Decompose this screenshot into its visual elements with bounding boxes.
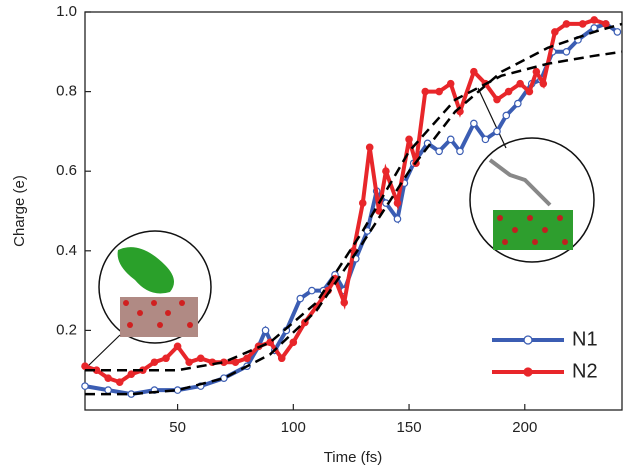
point (290, 339, 296, 345)
point (174, 387, 180, 393)
point (105, 375, 111, 381)
point (360, 200, 366, 206)
point (394, 200, 400, 206)
point (174, 343, 180, 349)
point (117, 379, 123, 385)
point (383, 168, 389, 174)
point (503, 112, 509, 118)
legend-marker (524, 368, 532, 376)
point (540, 80, 546, 86)
point (482, 136, 488, 142)
point (82, 363, 88, 369)
point (517, 80, 523, 86)
point (471, 120, 477, 126)
point (494, 96, 500, 102)
y-tick-label: 0.4 (56, 242, 77, 259)
point (494, 128, 500, 134)
point (128, 371, 134, 377)
point (471, 69, 477, 75)
inset-left (88, 231, 211, 366)
y-tick-label: 0.8 (56, 83, 77, 100)
point (105, 387, 111, 393)
point (221, 375, 227, 381)
point (591, 17, 597, 23)
x-tick-label: 200 (512, 419, 537, 436)
inset-right (470, 88, 594, 262)
point (309, 287, 315, 293)
x-tick-label: 150 (397, 419, 422, 436)
y-tick-label: 0.6 (56, 162, 77, 179)
point (579, 21, 585, 27)
point (406, 136, 412, 142)
point (394, 216, 400, 222)
x-tick-label: 100 (281, 419, 306, 436)
point (232, 359, 238, 365)
point (198, 355, 204, 361)
point (367, 144, 373, 150)
point (515, 100, 521, 106)
legend-marker (524, 336, 532, 344)
chart: Time (fs) Charge (e) 50 100 150 200 0.2 0.4 0.… (0, 0, 633, 470)
point (614, 29, 620, 35)
point (422, 88, 428, 94)
point (262, 327, 268, 333)
point (82, 383, 88, 389)
x-axis-label: Time (fs) (324, 449, 383, 466)
y-axis-label: Charge (e) (11, 175, 28, 247)
point (341, 299, 347, 305)
legend-label: N2 (572, 360, 598, 382)
point (163, 355, 169, 361)
point (186, 359, 192, 365)
x-tick-label: 50 (169, 419, 186, 436)
point (533, 69, 539, 75)
point (151, 359, 157, 365)
point (436, 88, 442, 94)
point (297, 295, 303, 301)
point (563, 21, 569, 27)
point (448, 80, 454, 86)
point (244, 355, 250, 361)
legend-label: N1 (572, 328, 598, 350)
y-tick-label: 0.2 (56, 321, 77, 338)
point (457, 148, 463, 154)
point (448, 136, 454, 142)
point (436, 148, 442, 154)
point (526, 88, 532, 94)
point (505, 88, 511, 94)
point (552, 29, 558, 35)
y-tick-label: 1.0 (56, 3, 77, 20)
point (603, 21, 609, 27)
point (563, 49, 569, 55)
point (279, 355, 285, 361)
